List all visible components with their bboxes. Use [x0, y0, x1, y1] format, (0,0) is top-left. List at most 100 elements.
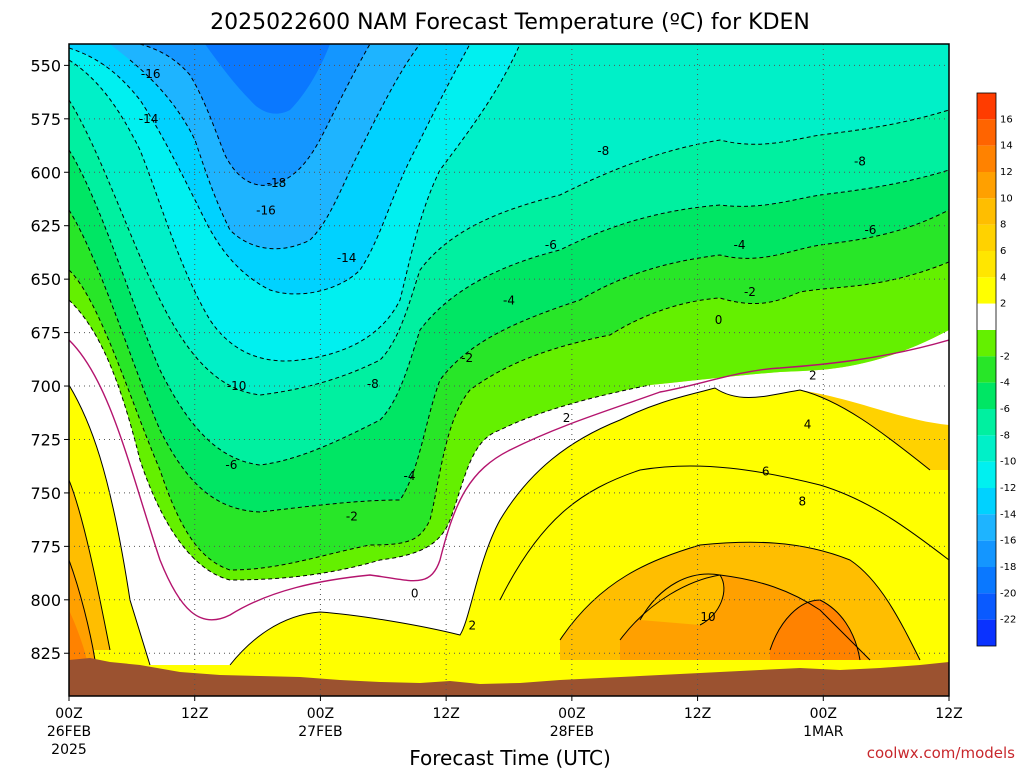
colorbar-swatch-1 [977, 119, 996, 146]
contour-label-1: -14 [139, 112, 159, 126]
contour-label-16: -2 [744, 285, 756, 299]
contour-label-10: 0 [411, 586, 419, 600]
y-tick-700: 700 [30, 377, 61, 396]
colorbar-swatch-15 [977, 488, 996, 515]
colorbar-swatch-5 [977, 224, 996, 251]
x-date-4: 28FEB [550, 724, 594, 740]
contour-label-2: -18 [267, 176, 287, 190]
x-axis: 00Z 26FEB 2025 12Z 00Z 27FEB 12Z 00Z 28FEB 12Z 00Z… [47, 696, 963, 758]
colorbar-label-5: 6 [1000, 246, 1006, 257]
contour-label-22: 8 [799, 494, 807, 508]
colorbar-label-1: 14 [1000, 141, 1013, 152]
contour-label-7: -6 [225, 458, 237, 472]
negative-contours [69, 44, 949, 581]
contour-label-5: -10 [227, 379, 247, 393]
contour-label-3: -16 [256, 204, 276, 218]
contour-label-21: 6 [762, 465, 770, 479]
colorbar: 16 14 12 10 8 6 4 2 -2 -4 -6 -8 -10 -12 -14 -16 -18 -20 -2… [976, 92, 1016, 647]
colorbar-label-10: -6 [1000, 404, 1010, 415]
x-year-0: 2025 [51, 742, 87, 758]
fill-cold-8 [69, 100, 949, 465]
contour-label-13: -6 [545, 238, 557, 252]
y-tick-575: 575 [30, 110, 61, 129]
positive-contours [69, 384, 949, 666]
x-tick-3: 12Z [432, 706, 459, 722]
fill-warm-8c [640, 574, 724, 625]
x-tick-5: 12Z [684, 706, 711, 722]
x-tick-2: 00Z [307, 706, 334, 722]
contour-labels: -16 -14 -18 -16 -14 -10 -8 -6 -4 -2 0 -2 -4 -6 -8 -4 -2 0… [139, 67, 877, 633]
x-tick-1: 12Z [181, 706, 208, 722]
colorbar-label-9: -4 [1000, 378, 1010, 389]
colorbar-label-15: -16 [1000, 536, 1016, 547]
terrain [69, 658, 949, 696]
contour-label-9: -2 [346, 509, 358, 523]
contour-label-23: 10 [700, 610, 715, 624]
colorbar-frame [976, 92, 997, 647]
contour-label-11: -2 [461, 351, 473, 365]
contour-label-12: -4 [503, 294, 515, 308]
colorbar-label-4: 8 [1000, 220, 1006, 231]
colorbar-swatch-18 [977, 567, 996, 594]
contour-label-15: -4 [733, 238, 745, 252]
x-date-2: 27FEB [298, 724, 342, 740]
chart-title: 2025022600 NAM Forecast Temperature (ºC)… [210, 10, 810, 35]
contour-label-0: -16 [141, 67, 161, 81]
fill-cold-20 [205, 44, 330, 114]
y-tick-775: 775 [30, 537, 61, 556]
colorbar-swatch-0 [977, 93, 996, 120]
y-tick-600: 600 [30, 163, 61, 182]
colorbar-label-14: -14 [1000, 509, 1016, 520]
x-date-0: 26FEB [47, 724, 91, 740]
y-tick-825: 825 [30, 644, 61, 663]
x-tick-0: 00Z [55, 706, 82, 722]
colorbar-swatch-4 [977, 198, 996, 225]
colorbar-swatch-11 [977, 382, 996, 409]
contour-label-19: 2 [809, 368, 817, 382]
colorbar-swatch-8 [977, 303, 996, 330]
credit-text[interactable]: coolwx.com/models [867, 744, 1015, 762]
fill-warm-12 [69, 610, 88, 665]
contour-label-4: -14 [337, 251, 357, 265]
colorbar-label-18: -22 [1000, 615, 1016, 626]
contour-label-25: -6 [864, 223, 876, 237]
fill-near-zero [69, 300, 949, 665]
x-axis-title: Forecast Time (UTC) [409, 746, 611, 768]
contour-label-6: -8 [367, 377, 379, 391]
colorbar-label-12: -10 [1000, 457, 1016, 468]
colorbar-swatch-16 [977, 514, 996, 541]
colorbar-label-16: -18 [1000, 562, 1016, 573]
colorbar-label-8: -2 [1000, 351, 1010, 362]
contour-label-24: -8 [854, 155, 866, 169]
colorbar-label-7: 2 [1000, 299, 1006, 310]
y-tick-750: 750 [30, 484, 61, 503]
contour-label-8: -4 [403, 469, 415, 483]
contour-label-18: 2 [563, 411, 571, 425]
y-tick-625: 625 [30, 217, 61, 236]
y-tick-675: 675 [30, 324, 61, 343]
colorbar-swatch-13 [977, 435, 996, 462]
y-tick-800: 800 [30, 591, 61, 610]
colorbar-label-0: 16 [1000, 114, 1013, 125]
x-tick-4: 00Z [558, 706, 585, 722]
contour-label-17: 0 [715, 313, 723, 327]
colorbar-label-3: 10 [1000, 193, 1013, 204]
contour-label-14: -8 [597, 144, 609, 158]
colorbar-label-6: 4 [1000, 272, 1006, 283]
contour-label-26: 2 [469, 618, 477, 632]
colorbar-swatch-2 [977, 145, 996, 172]
fill-cold-2 [69, 262, 949, 580]
x-tick-7: 12Z [935, 706, 962, 722]
colorbar-swatch-17 [977, 540, 996, 567]
zero-contour [69, 339, 949, 621]
colorbar-swatch-9 [977, 330, 996, 357]
colorbar-swatch-7 [977, 277, 996, 304]
contour-label-20: 4 [804, 418, 812, 432]
colorbar-swatch-3 [977, 172, 996, 199]
colorbar-swatch-6 [977, 251, 996, 278]
plot-frame [68, 43, 950, 697]
colorbar-swatch-19 [977, 593, 996, 620]
colorbar-label-2: 12 [1000, 167, 1013, 178]
y-tick-650: 650 [30, 270, 61, 289]
